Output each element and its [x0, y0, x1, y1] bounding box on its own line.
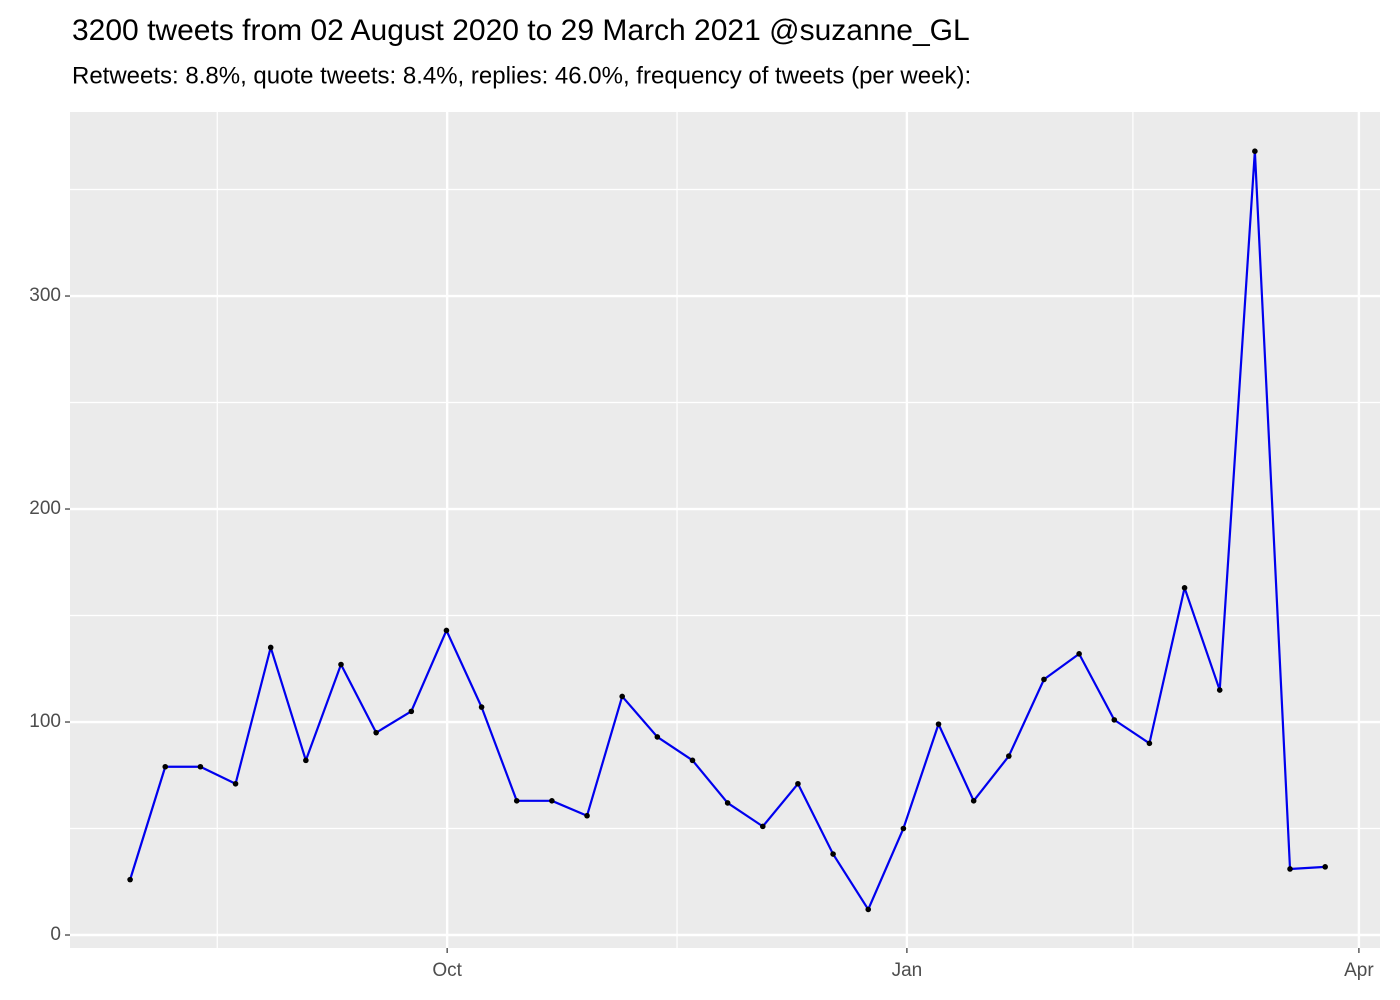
point: [1041, 676, 1047, 683]
point: [830, 851, 836, 857]
point: [373, 729, 379, 736]
point: [1252, 148, 1258, 154]
point: [232, 780, 239, 787]
x-tick-label: Oct: [432, 960, 462, 981]
point: [338, 661, 344, 668]
point: [443, 627, 450, 634]
point: [1076, 651, 1082, 657]
point: [970, 798, 977, 804]
point: [584, 812, 590, 819]
point: [865, 906, 872, 913]
chart-subtitle: Retweets: 8.8%, quote tweets: 8.4%, repl…: [72, 62, 971, 89]
point: [549, 798, 555, 804]
point: [408, 708, 415, 715]
point: [513, 798, 520, 804]
chart-title: 3200 tweets from 02 August 2020 to 29 Ma…: [72, 14, 970, 47]
plot-panel: [70, 112, 1380, 948]
point: [1216, 687, 1223, 693]
point: [478, 704, 485, 710]
point: [127, 876, 133, 883]
point: [619, 693, 625, 700]
point: [162, 763, 169, 770]
point: [1146, 740, 1153, 747]
point: [935, 721, 942, 727]
y-tick-label: 100: [29, 711, 61, 732]
point: [759, 823, 766, 830]
x-tick-label: Apr: [1344, 960, 1374, 981]
y-tick-label: 0: [50, 924, 61, 945]
point: [1322, 864, 1328, 870]
x-tick-label: Jan: [892, 960, 923, 981]
y-tick-label: 300: [29, 285, 61, 306]
y-tick-label: 200: [29, 498, 61, 519]
point: [303, 757, 309, 764]
point: [1181, 585, 1188, 591]
point: [900, 825, 907, 832]
point: [654, 734, 661, 740]
point: [1287, 866, 1293, 872]
point: [1111, 717, 1118, 723]
point: [197, 763, 204, 770]
point: [724, 800, 731, 806]
point: [267, 644, 274, 651]
point: [795, 780, 801, 787]
point: [1006, 753, 1012, 759]
point: [689, 757, 696, 764]
